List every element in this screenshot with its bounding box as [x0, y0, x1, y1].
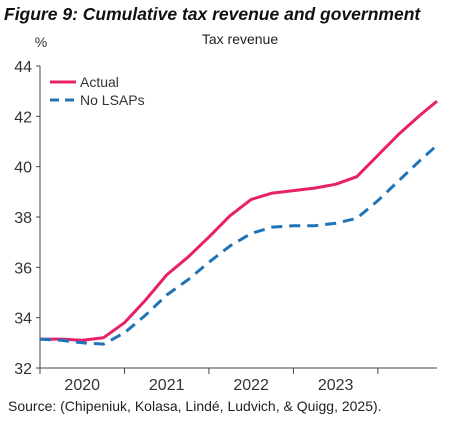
y-tick-label: 40 [14, 160, 32, 177]
y-tick-label: 34 [14, 311, 32, 328]
plot-frame [39, 66, 437, 369]
x-tick-label: 2020 [64, 377, 100, 394]
source-note: Source: (Chipeniuk, Kolasa, Lindé, Ludvi… [8, 398, 382, 414]
y-tick-label: 44 [14, 59, 32, 76]
series-line-actual [40, 100, 438, 342]
chart-title: Tax revenue [202, 31, 278, 47]
y-tick-label: 42 [14, 109, 32, 126]
legend: Actual No LSAPs [50, 74, 145, 108]
series-lines [39, 100, 438, 346]
legend-label-actual: Actual [80, 74, 119, 90]
x-tick-label: 2023 [318, 377, 354, 394]
legend-label-no-lsaps: No LSAPs [80, 92, 145, 108]
y-tick-label: 38 [14, 210, 32, 227]
y-tick-label: 32 [14, 361, 32, 378]
y-axis-label: % [35, 34, 47, 50]
x-tick-label: 2022 [233, 377, 269, 394]
x-tick-label: 2021 [149, 377, 185, 394]
y-tick-label: 36 [14, 260, 32, 277]
series-line-no-lsaps [39, 144, 438, 346]
y-ticks: 32 34 36 38 40 42 44 [14, 59, 40, 378]
figure-title: Figure 9: Cumulative tax revenue and gov… [4, 4, 421, 24]
x-ticks: 2020 2021 2022 2023 [39, 368, 379, 394]
